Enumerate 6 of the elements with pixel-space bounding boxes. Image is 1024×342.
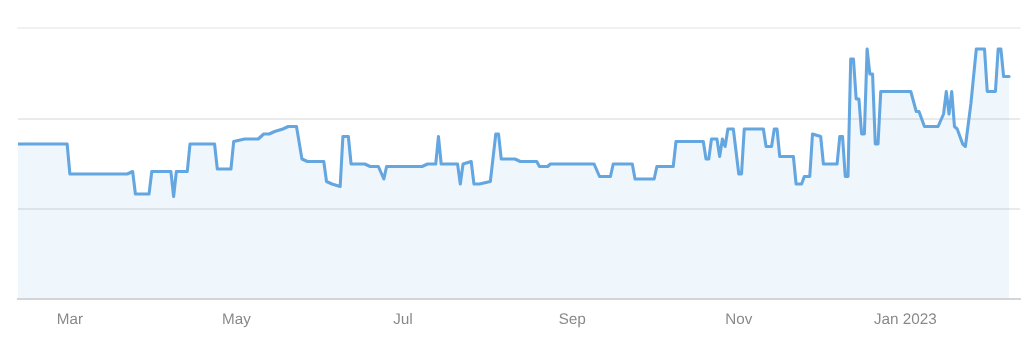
- x-tick-label: Jul: [393, 312, 412, 325]
- x-tick-label: Nov: [726, 313, 753, 325]
- x-tick-label: Mar: [57, 313, 83, 325]
- x-tick-label: Sep: [559, 313, 586, 328]
- x-tick-label: May: [223, 313, 251, 328]
- x-tick-label: Jan 2023: [874, 313, 937, 325]
